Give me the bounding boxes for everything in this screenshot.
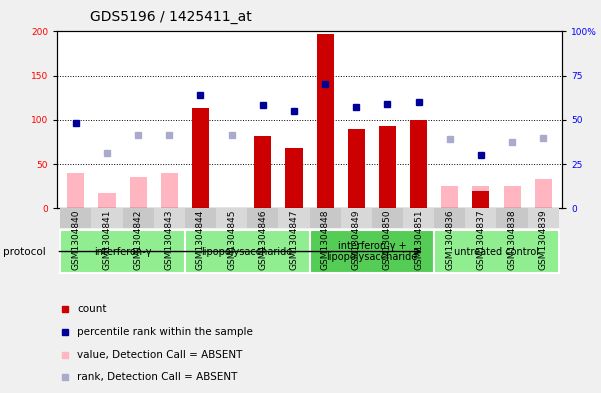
Text: GSM1304848: GSM1304848 xyxy=(320,209,329,270)
Bar xyxy=(192,108,209,208)
Bar xyxy=(472,191,489,208)
Bar xyxy=(91,208,123,228)
Text: GSM1304846: GSM1304846 xyxy=(258,209,267,270)
Bar xyxy=(372,208,403,228)
Text: GSM1304844: GSM1304844 xyxy=(196,209,205,270)
Text: GSM1304838: GSM1304838 xyxy=(508,209,517,270)
Bar xyxy=(185,230,310,273)
Text: count: count xyxy=(78,303,107,314)
Bar xyxy=(278,208,310,228)
Bar xyxy=(67,173,84,208)
Text: untreated control: untreated control xyxy=(454,246,539,257)
Bar xyxy=(60,208,91,228)
Bar xyxy=(185,208,216,228)
Bar xyxy=(192,184,209,208)
Text: GSM1304842: GSM1304842 xyxy=(133,209,142,270)
Bar xyxy=(60,230,185,273)
Bar xyxy=(341,208,372,228)
Bar xyxy=(123,208,154,228)
Text: interferon-γ +
lipopolysaccharide: interferon-γ + lipopolysaccharide xyxy=(326,241,418,262)
Bar xyxy=(441,186,459,208)
Bar xyxy=(130,177,147,208)
Bar xyxy=(535,179,552,208)
Bar xyxy=(254,136,271,208)
Bar xyxy=(247,208,278,228)
Text: GSM1304851: GSM1304851 xyxy=(414,209,423,270)
Bar xyxy=(410,120,427,208)
Text: GSM1304840: GSM1304840 xyxy=(72,209,81,270)
Bar xyxy=(504,186,520,208)
Bar xyxy=(472,186,489,208)
Bar xyxy=(154,208,185,228)
Text: GSM1304841: GSM1304841 xyxy=(102,209,111,270)
Text: lipopolysaccharide: lipopolysaccharide xyxy=(201,246,293,257)
Text: rank, Detection Call = ABSENT: rank, Detection Call = ABSENT xyxy=(78,372,237,382)
Text: GSM1304839: GSM1304839 xyxy=(538,209,548,270)
Text: GSM1304850: GSM1304850 xyxy=(383,209,392,270)
Bar xyxy=(496,208,528,228)
Text: GSM1304845: GSM1304845 xyxy=(227,209,236,270)
Text: GSM1304837: GSM1304837 xyxy=(477,209,486,270)
Bar xyxy=(310,230,434,273)
Text: GSM1304836: GSM1304836 xyxy=(445,209,454,270)
Text: value, Detection Call = ABSENT: value, Detection Call = ABSENT xyxy=(78,350,243,360)
Bar xyxy=(160,173,178,208)
Bar xyxy=(465,208,496,228)
Bar xyxy=(528,208,559,228)
Text: protocol: protocol xyxy=(3,246,46,257)
Text: GDS5196 / 1425411_at: GDS5196 / 1425411_at xyxy=(90,9,252,24)
Bar xyxy=(317,34,334,208)
Bar xyxy=(434,230,559,273)
Text: GSM1304849: GSM1304849 xyxy=(352,209,361,270)
Bar xyxy=(310,208,341,228)
Text: percentile rank within the sample: percentile rank within the sample xyxy=(78,327,253,337)
Bar xyxy=(216,208,247,228)
Bar xyxy=(403,208,434,228)
Bar xyxy=(348,129,365,208)
Text: interferon-γ: interferon-γ xyxy=(94,246,151,257)
Bar xyxy=(285,148,302,208)
Bar xyxy=(434,208,465,228)
Text: GSM1304843: GSM1304843 xyxy=(165,209,174,270)
Bar xyxy=(379,126,396,208)
Text: GSM1304847: GSM1304847 xyxy=(290,209,299,270)
Bar xyxy=(99,193,115,208)
